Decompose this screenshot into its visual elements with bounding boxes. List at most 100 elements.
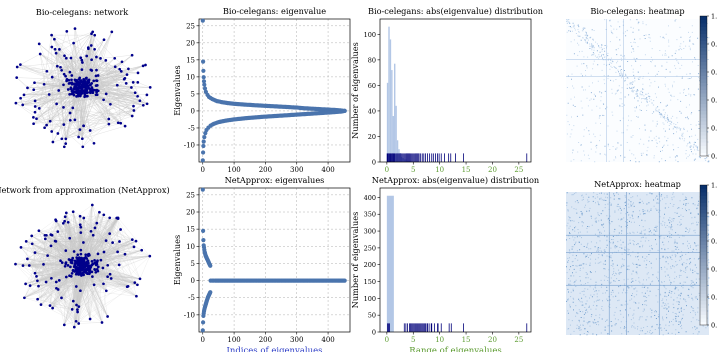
network-node — [70, 308, 74, 311]
colorbar-step — [700, 216, 707, 221]
network-node — [54, 218, 57, 222]
panel-title: NetApprox: heatmap — [594, 179, 681, 189]
colorbar-step — [700, 54, 707, 59]
network-node — [24, 240, 28, 243]
network-node — [26, 86, 29, 90]
network-node — [57, 279, 61, 282]
network-node — [19, 63, 22, 66]
x-tick-label: 0 — [385, 166, 389, 174]
network-node — [109, 277, 113, 280]
colorbar-step — [700, 30, 707, 34]
network-node — [96, 74, 100, 77]
network-node — [69, 56, 73, 60]
network-node — [76, 88, 79, 92]
network-node — [64, 56, 68, 60]
network-node — [66, 88, 70, 91]
network-node — [50, 45, 54, 49]
heatmap-stripe — [566, 252, 709, 253]
y-tick-label: 25 — [186, 191, 195, 199]
heatmap-cell-light — [566, 19, 710, 163]
network-node — [80, 58, 84, 62]
colorbar-step — [700, 304, 707, 308]
colorbar: 1. 0. 0. 0. 0. 0. — [699, 182, 717, 330]
network-node — [90, 86, 94, 89]
x-tick-label: 0 — [385, 336, 389, 344]
network-node — [99, 57, 102, 60]
heatmap-stripe — [606, 19, 607, 162]
network-node — [108, 232, 112, 235]
network-node — [76, 253, 80, 257]
y-tick-label: 40 — [368, 107, 376, 115]
colorbar-step — [700, 290, 707, 294]
network-node — [19, 246, 23, 249]
plot-area — [199, 188, 350, 332]
network-node — [145, 93, 149, 97]
network-node — [107, 117, 111, 121]
network-node — [84, 76, 88, 80]
network-node — [77, 78, 81, 81]
network-node — [74, 285, 78, 288]
network-node — [79, 252, 83, 256]
y-tick-label: 200 — [364, 261, 376, 269]
network-node — [39, 303, 43, 306]
colorbar-step — [700, 311, 707, 315]
network-nodes — [14, 27, 152, 149]
colorbar-step — [700, 251, 707, 256]
x-tick-label: 25 — [514, 336, 523, 344]
colorbar-step — [700, 19, 707, 24]
heatmap-stripe — [608, 192, 610, 335]
network-node — [102, 38, 106, 42]
y-axis-label: Number of eigenvalues — [350, 42, 360, 139]
rug-marks — [386, 323, 528, 332]
y-tick-label: -5 — [188, 294, 195, 302]
histogram-bar — [396, 140, 399, 162]
x-tick-label: 100 — [227, 166, 240, 174]
x-tick-label: 20 — [488, 336, 497, 344]
colorbar-step — [700, 283, 707, 287]
network-node — [100, 321, 104, 324]
colorbar-step — [700, 96, 707, 101]
colorbar-step — [700, 297, 707, 301]
network-node — [68, 93, 71, 96]
colorbar-step — [700, 44, 707, 48]
network-node — [64, 275, 68, 279]
heatmap-stripe — [626, 192, 627, 335]
network-node — [64, 261, 68, 264]
x-tick-label: 200 — [259, 166, 272, 174]
colorbar-tick-label: 0. — [711, 294, 717, 302]
network-node — [85, 269, 88, 273]
network-node — [93, 47, 96, 51]
y-tick-label: -10 — [184, 311, 195, 319]
network-node — [90, 263, 94, 267]
colorbar-step — [700, 230, 707, 235]
y-tick-label: 0 — [191, 107, 195, 115]
y-tick-label: 10 — [186, 73, 195, 81]
network-node — [55, 64, 59, 68]
colorbar-step — [700, 321, 707, 326]
histogram-bar — [389, 39, 392, 162]
network-node — [98, 210, 101, 214]
network-node — [86, 253, 90, 256]
colorbar-step — [700, 279, 707, 284]
colorbar-step — [700, 124, 707, 129]
colorbar-step — [700, 75, 707, 80]
network-node — [119, 70, 123, 73]
plot-frame — [379, 18, 532, 163]
network-node — [64, 137, 68, 141]
colorbar-step — [700, 107, 707, 111]
network-node — [33, 105, 37, 108]
network-node — [51, 306, 54, 310]
network-node — [108, 272, 112, 276]
network-node — [50, 130, 54, 133]
network-node — [38, 52, 42, 56]
network-node — [82, 80, 86, 84]
network-node — [123, 124, 127, 128]
network-node — [70, 89, 74, 93]
colorbar-tick-label: 0. — [711, 97, 717, 105]
network-node — [116, 250, 119, 254]
network-node — [106, 275, 109, 279]
network-node — [133, 91, 137, 95]
network-node — [33, 251, 37, 254]
heatmap-panel-3: Bio-celegans: heatmap 1. 0. 0. 0. 0. 0. — [566, 6, 717, 163]
network-node — [106, 315, 109, 318]
